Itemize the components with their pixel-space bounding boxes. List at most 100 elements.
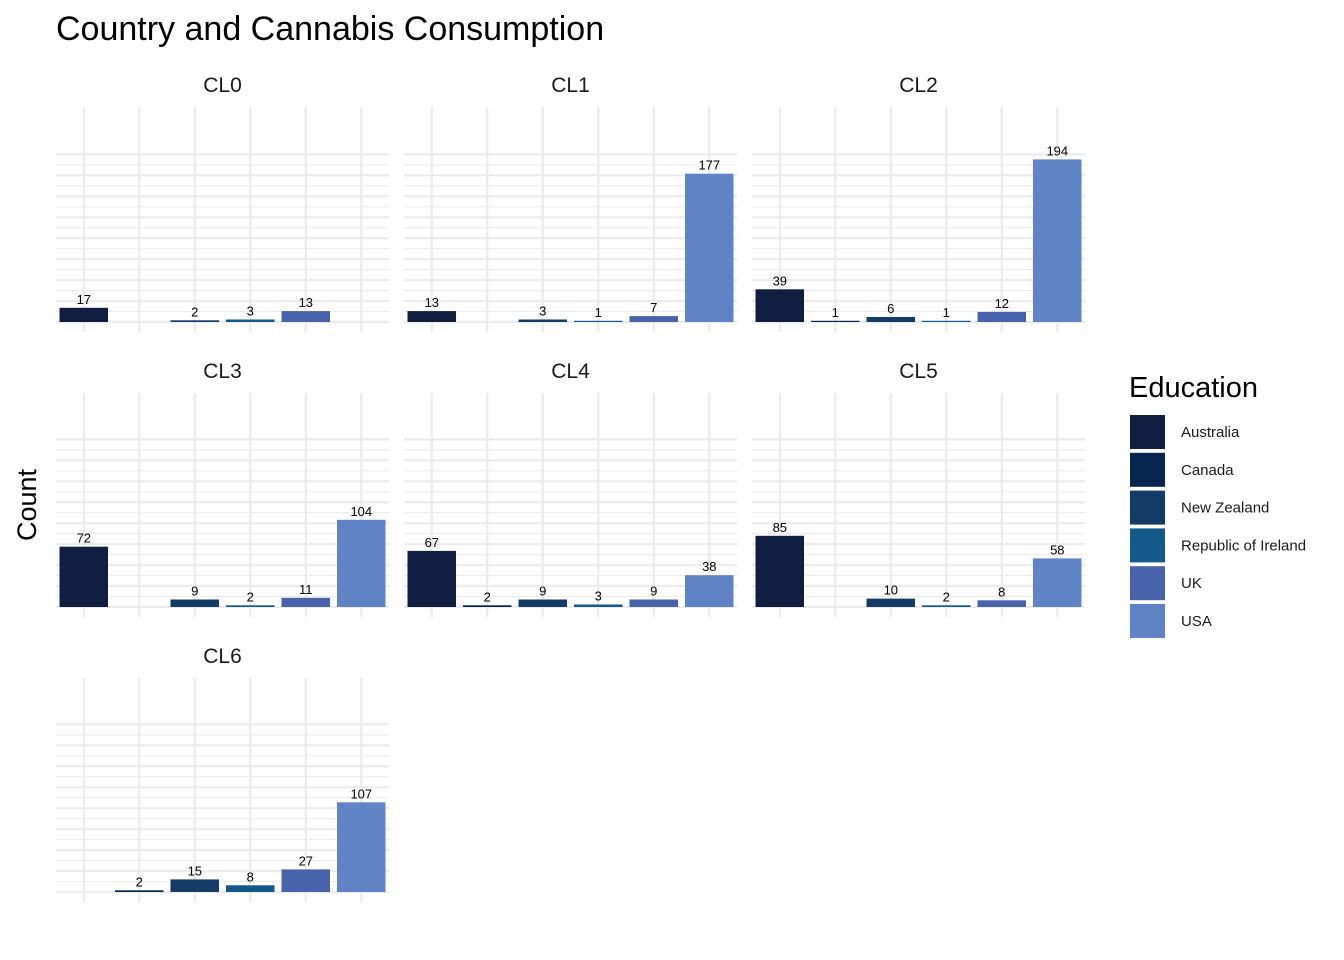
legend-label: New Zealand [1181,500,1269,517]
data-label: 12 [995,296,1009,311]
bar-cl2-usa [1033,159,1082,322]
facet-cl6: CL6 2 15 8 27 107 [56,645,389,902]
data-label: 13 [299,295,313,310]
bar-cl3-usa [337,519,386,607]
data-label: 13 [425,295,439,310]
legend-item-republic-of-ireland: Republic of Ireland [1130,528,1306,563]
facet-cl1: CL1 13 3 1 7 177 [404,74,737,332]
data-label: 3 [595,589,602,604]
facet-label: CL2 [899,74,938,97]
bar-cl3-uk [281,597,330,607]
data-label: 2 [943,589,950,604]
facet-label: CL0 [203,74,242,97]
legend-swatch [1130,490,1165,525]
bar-cl1-usa [685,173,734,322]
facet-label: CL4 [551,360,590,383]
legend-label: UK [1181,575,1202,592]
bar-cl2-uk [977,311,1026,322]
facet-label: CL3 [203,360,242,383]
bar-cl5-usa [1033,558,1082,607]
legend: Education Australia Canada New Zealand Repu… [1129,372,1306,638]
data-label: 1 [595,305,602,320]
facet-label: CL5 [899,360,938,383]
chart-title: Country and Cannabis Consumption [56,10,604,48]
data-label: 85 [773,520,787,535]
data-label: 2 [191,304,198,319]
bar-cl2-canada [811,320,860,322]
data-label: 7 [650,300,657,315]
data-label: 15 [188,863,202,878]
bar-cl6-republic-of-ireland [226,885,275,892]
bar-cl4-new-zealand [518,599,567,607]
data-label: 8 [998,584,1005,599]
data-label: 9 [539,584,546,599]
bar-cl0-australia [59,307,108,322]
bar-cl4-republic-of-ireland [574,604,623,607]
data-label: 2 [136,874,143,889]
legend-item-uk: UK [1130,566,1202,601]
bar-cl6-canada [115,890,164,892]
legend-label: USA [1181,613,1212,630]
legend-label: Canada [1181,462,1234,479]
data-label: 38 [702,559,716,574]
legend-label: Republic of Ireland [1181,537,1306,554]
bar-cl0-new-zealand [170,320,219,322]
bar-cl6-usa [337,802,386,892]
bar-cl4-usa [685,575,734,607]
bar-cl1-uk [629,316,678,322]
facet-cl0: CL0 17 2 3 13 [56,74,389,332]
data-label: 1 [943,305,950,320]
legend-title: Education [1129,372,1258,404]
legend-item-usa: USA [1130,604,1212,638]
data-label: 39 [773,273,787,288]
data-label: 67 [425,535,439,550]
data-label: 177 [698,158,720,173]
data-label: 9 [191,584,198,599]
legend-swatch [1130,452,1165,487]
data-label: 58 [1050,542,1064,557]
legend-label: Australia [1181,424,1240,441]
data-label: 8 [247,869,254,884]
bar-cl5-australia [755,535,804,607]
legend-item-australia: Australia [1130,415,1240,449]
bar-cl4-australia [407,550,456,607]
data-label: 72 [77,531,91,546]
data-label: 6 [887,301,894,316]
bar-cl4-uk [629,599,678,607]
facet-cl3: CL3 72 9 2 11 104 [56,360,389,617]
bar-cl3-republic-of-ireland [226,605,275,607]
data-label: 194 [1046,143,1068,158]
bar-cl6-uk [281,869,330,892]
bar-cl0-republic-of-ireland [226,319,275,322]
bar-cl2-australia [755,289,804,322]
legend-swatch [1130,415,1165,449]
data-label: 2 [484,589,491,604]
legend-item-new-zealand: New Zealand [1130,490,1269,525]
facet-cl5: CL5 85 10 2 8 58 [752,360,1085,617]
bar-cl5-republic-of-ireland [922,605,971,607]
data-label: 1 [832,305,839,320]
data-label: 107 [350,786,372,801]
facet-label: CL1 [551,74,590,97]
data-label: 2 [247,589,254,604]
bar-cl1-new-zealand [518,319,567,322]
facet-label: CL6 [203,645,242,668]
bar-cl2-republic-of-ireland [922,320,971,322]
legend-swatch [1130,566,1165,601]
legend-swatch [1130,528,1165,563]
bar-cl5-new-zealand [866,598,915,607]
data-label: 17 [77,292,91,307]
facet-cl4: CL4 67 2 9 3 9 38 [404,360,737,617]
data-label: 11 [299,582,313,597]
data-label: 27 [299,853,313,868]
data-label: 3 [539,304,546,319]
data-label: 10 [884,583,898,598]
bar-cl2-new-zealand [866,317,915,322]
bar-cl1-australia [407,311,456,322]
data-label: 3 [247,304,254,319]
bar-cl1-republic-of-ireland [574,320,623,322]
data-label: 9 [650,584,657,599]
bar-cl4-canada [463,605,512,607]
